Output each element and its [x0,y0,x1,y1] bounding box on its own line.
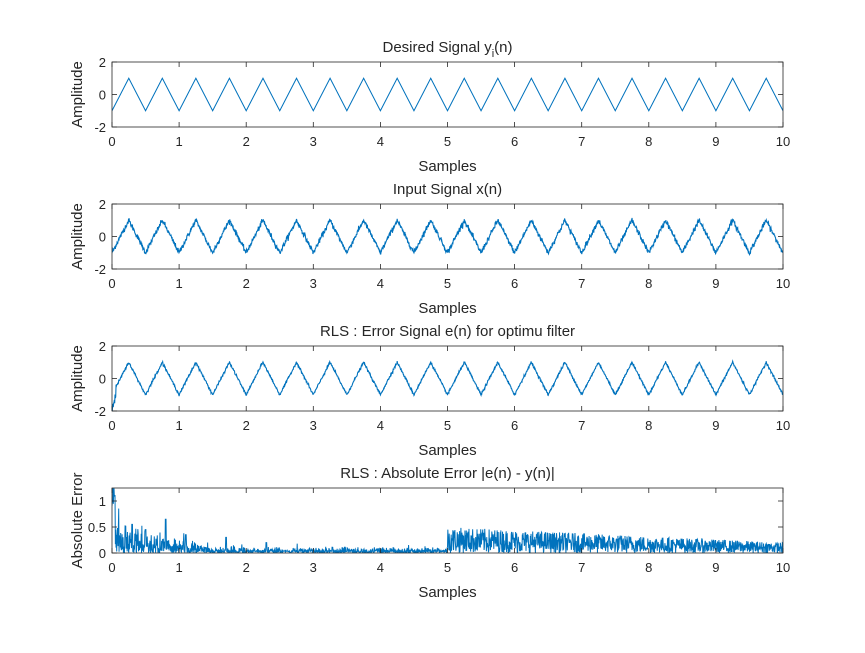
y-axis-label: Amplitude [69,345,86,412]
x-tick-label: 4 [377,560,384,575]
y-tick-label: 0 [99,546,106,561]
x-tick-label: 6 [511,134,518,149]
x-tick-label: 3 [310,134,317,149]
x-tick-label: 4 [377,276,384,291]
subplot-4: 0 1 2 3 4 5 6 7 8 9 10 0 0.5 1 RLS : Absolute Error |e… [69,465,790,601]
x-tick-label: 0 [108,418,115,433]
y-tick-label: 2 [99,197,106,212]
x-tick-label: 2 [243,276,250,291]
x-tick-label: 8 [645,418,652,433]
x-tick-label: 4 [377,134,384,149]
x-tick-label: 9 [712,418,719,433]
axes-box [111,203,784,270]
y-tick-label: 0 [99,230,106,245]
x-tick-label: 8 [645,276,652,291]
x-tick-label: 1 [175,418,182,433]
x-tick-label: 8 [645,560,652,575]
x-tick-label: 9 [712,560,719,575]
series-line [112,359,783,411]
x-tick-label: 10 [776,560,790,575]
x-tick-label: 5 [444,134,451,149]
x-tick-label: 10 [776,418,790,433]
x-tick-label: 2 [243,134,250,149]
series-line [112,217,783,257]
x-tick-label: 10 [776,276,790,291]
x-tick-label: 3 [310,276,317,291]
x-axis-label: Samples [418,158,476,175]
chart-title: RLS : Error Signal e(n) for optimu filte… [320,323,575,340]
y-tick-label: 2 [99,339,106,354]
x-tick-label: 8 [645,134,652,149]
x-tick-label: 0 [108,134,115,149]
x-tick-label: 1 [175,560,182,575]
x-tick-label: 5 [444,418,451,433]
y-tick-label: -2 [94,120,106,135]
axes-box [111,345,784,412]
x-tick-label: 4 [377,418,384,433]
x-tick-label: 7 [578,418,585,433]
y-tick-label: -2 [94,262,106,277]
x-tick-label: 9 [712,276,719,291]
series-line [112,488,783,553]
axes-box [111,61,784,128]
series-line [112,77,783,112]
y-axis-label: Amplitude [69,203,86,270]
x-tick-label: 9 [712,134,719,149]
x-tick-label: 1 [175,134,182,149]
x-tick-label: 0 [108,276,115,291]
y-tick-label: 0 [99,372,106,387]
x-tick-label: 10 [776,134,790,149]
x-tick-label: 0 [108,560,115,575]
x-tick-label: 3 [310,418,317,433]
y-tick-label: 2 [99,55,106,70]
x-tick-label: 3 [310,560,317,575]
x-axis-label: Samples [418,584,476,601]
chart-title: Input Signal x(n) [393,181,502,198]
y-tick-label: 0 [99,88,106,103]
x-tick-label: 7 [578,134,585,149]
y-axis-label: Amplitude [69,61,86,128]
x-tick-label: 2 [243,560,250,575]
x-tick-label: 7 [578,276,585,291]
y-axis-label: Absolute Error [69,473,86,569]
y-tick-label: 1 [99,494,106,509]
chart-title: RLS : Absolute Error |e(n) - y(n)| [340,465,555,482]
x-tick-label: 5 [444,276,451,291]
x-axis-label: Samples [418,442,476,459]
x-tick-label: 2 [243,418,250,433]
y-tick-label: -2 [94,404,106,419]
x-tick-label: 5 [444,560,451,575]
x-tick-label: 6 [511,560,518,575]
x-tick-label: 6 [511,418,518,433]
x-tick-label: 7 [578,560,585,575]
x-axis-label: Samples [418,300,476,317]
y-tick-label: 0.5 [88,520,106,535]
chart-title: Desired Signal yi(n) [382,39,512,60]
x-tick-label: 1 [175,276,182,291]
x-tick-label: 6 [511,276,518,291]
